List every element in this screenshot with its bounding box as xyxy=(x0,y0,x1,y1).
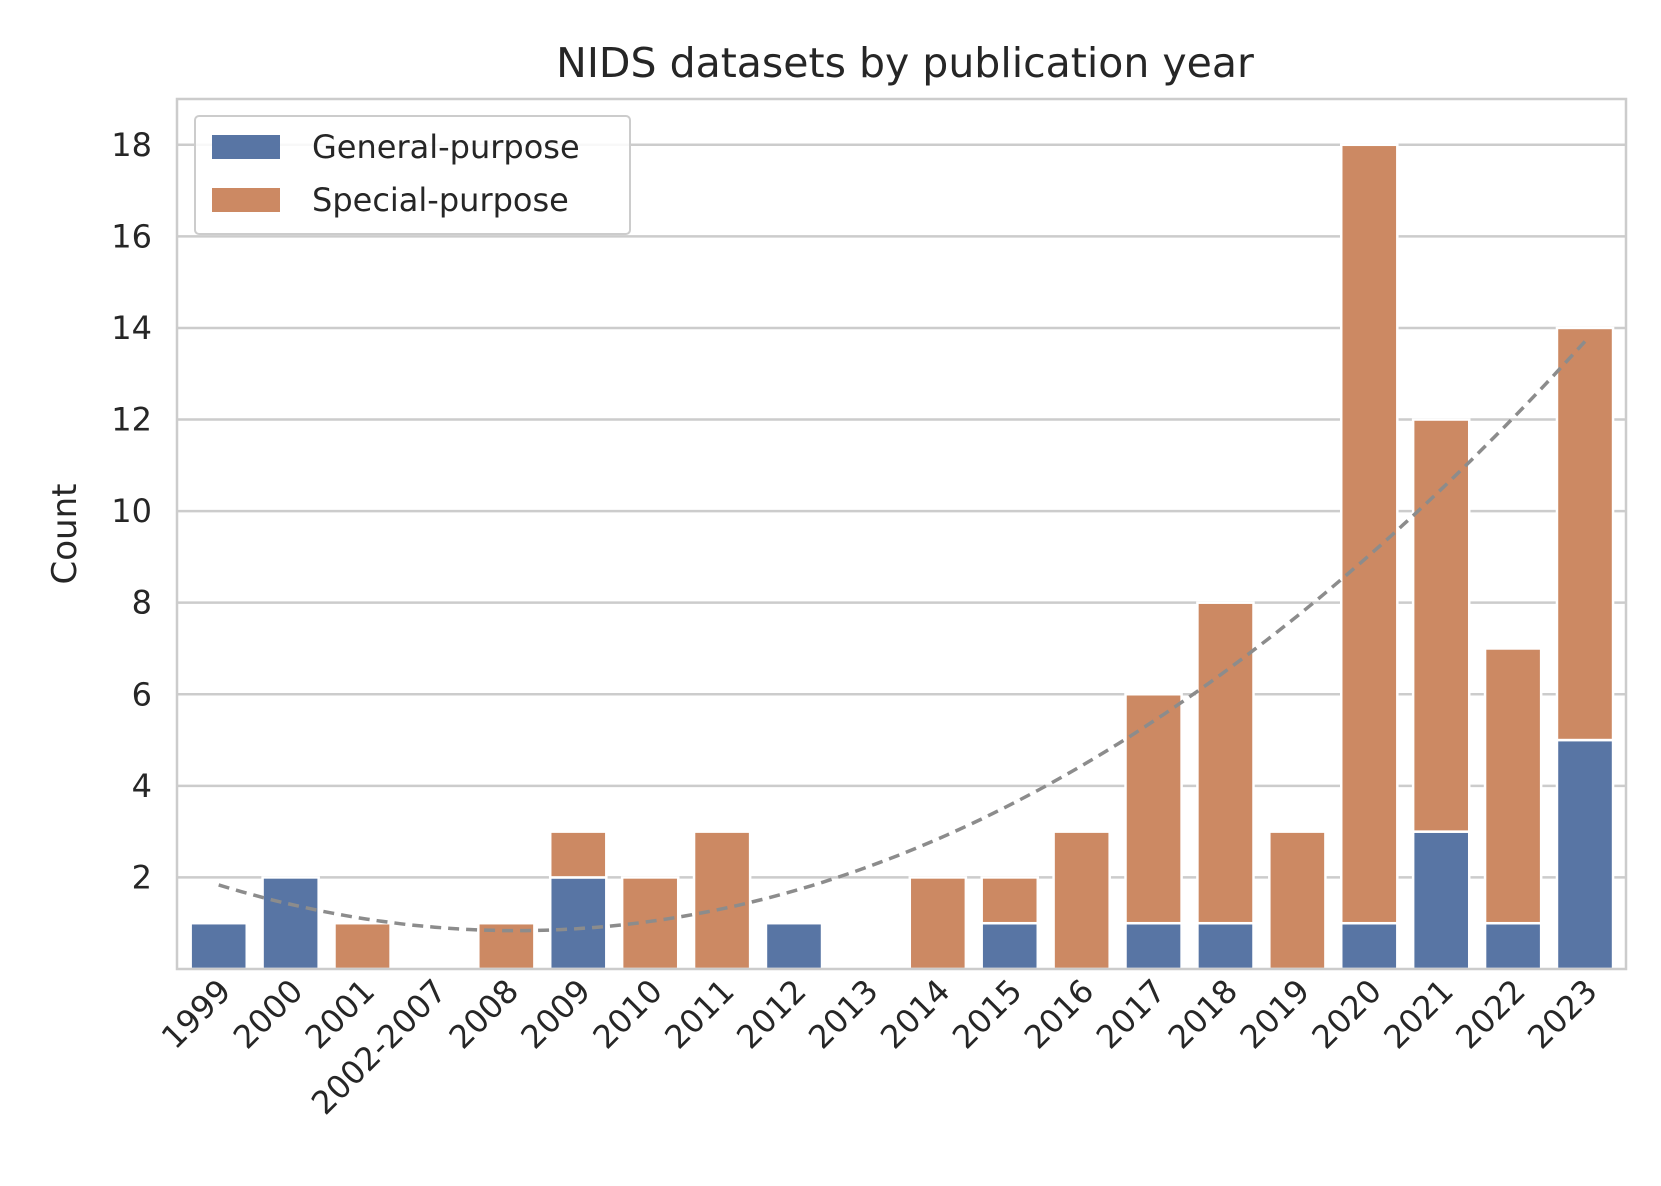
bar-special-purpose-2016 xyxy=(1052,830,1111,971)
bar-special-purpose-2023 xyxy=(1555,326,1615,742)
bar-general-purpose-2018 xyxy=(1196,921,1255,971)
legend-swatch-special-purpose xyxy=(212,188,280,212)
bar-special-purpose-2019 xyxy=(1268,830,1327,971)
chart-title: NIDS datasets by publication year xyxy=(556,39,1254,87)
y-tick-label-14: 14 xyxy=(111,309,152,347)
y-tick-labels: 2 4 6 8 10 12 14 16 18 xyxy=(111,126,152,897)
bar-special-purpose-2021 xyxy=(1411,418,1471,833)
legend-label-general-purpose: General-purpose xyxy=(312,128,580,166)
bar-general-purpose-2015 xyxy=(980,921,1040,971)
bars xyxy=(189,143,1615,971)
bar-general-purpose-1999 xyxy=(189,921,249,971)
bar-special-purpose-2001 xyxy=(333,921,392,971)
bar-special-purpose-2022 xyxy=(1483,647,1543,925)
bar-general-purpose-2009 xyxy=(548,876,608,971)
bar-general-purpose-2023 xyxy=(1555,738,1615,971)
bar-general-purpose-2020 xyxy=(1339,921,1399,971)
y-tick-label-18: 18 xyxy=(111,126,152,164)
legend-swatch-general-purpose xyxy=(212,135,280,159)
bar-general-purpose-2000 xyxy=(261,876,320,971)
y-tick-label-6: 6 xyxy=(132,675,152,713)
legend: General-purpose Special-purpose xyxy=(194,115,631,235)
bar-special-purpose-2014 xyxy=(908,876,968,971)
y-tick-label-16: 16 xyxy=(111,217,152,255)
bar-general-purpose-2017 xyxy=(1124,921,1183,971)
bar-special-purpose-2018 xyxy=(1196,601,1255,925)
bar-special-purpose-2015 xyxy=(980,876,1040,925)
y-tick-label-10: 10 xyxy=(111,492,152,530)
y-tick-label-2: 2 xyxy=(132,858,152,896)
y-tick-label-12: 12 xyxy=(111,401,152,439)
bar-special-purpose-2011 xyxy=(692,830,752,971)
bar-general-purpose-2012 xyxy=(764,921,824,971)
legend-box xyxy=(194,115,631,235)
bar-special-purpose-2020 xyxy=(1339,143,1399,925)
legend-label-special-purpose: Special-purpose xyxy=(312,181,569,219)
bar-special-purpose-2009 xyxy=(548,830,608,879)
y-axis-title: Count xyxy=(45,484,85,585)
y-tick-label-8: 8 xyxy=(132,584,152,622)
bar-general-purpose-2022 xyxy=(1483,921,1543,971)
plot-frame xyxy=(175,97,1628,971)
bar-special-purpose-2017 xyxy=(1124,693,1183,925)
y-tick-label-4: 4 xyxy=(132,767,152,805)
bar-general-purpose-2021 xyxy=(1411,830,1471,971)
